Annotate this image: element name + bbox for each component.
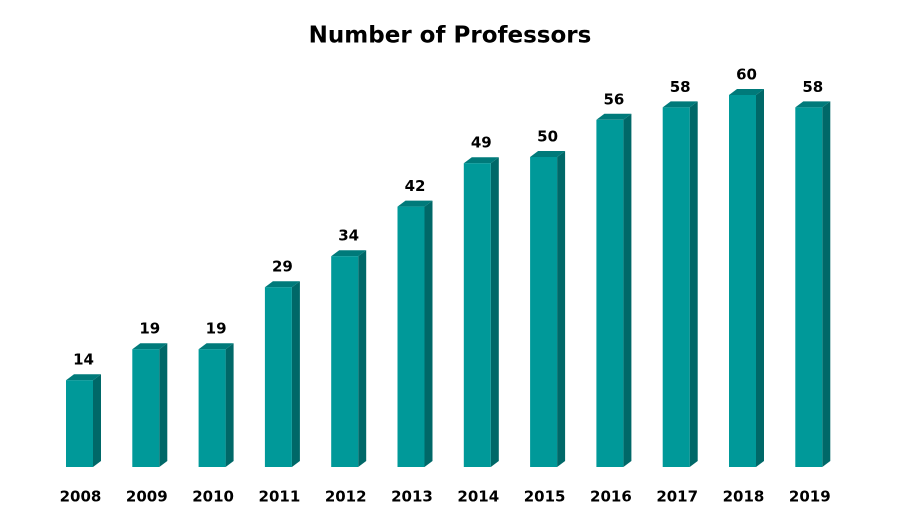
bar-side	[623, 113, 632, 468]
bar-top	[662, 101, 698, 108]
bar	[662, 107, 690, 468]
bar-side	[93, 374, 101, 467]
value-label: 49	[471, 134, 492, 152]
bar-top	[66, 374, 101, 381]
bar-side	[225, 343, 234, 467]
bar-top	[397, 200, 433, 207]
bar-top	[795, 101, 831, 108]
value-label: 50	[537, 128, 558, 146]
value-label: 19	[139, 320, 160, 338]
x-tick-label: 2011	[259, 488, 301, 506]
x-tick-label: 2016	[590, 488, 632, 506]
bar	[463, 163, 491, 467]
bar-side	[756, 89, 764, 467]
bar-group	[397, 200, 433, 467]
bar-side	[557, 151, 566, 467]
value-label: 58	[802, 78, 823, 96]
bar-group	[66, 374, 101, 467]
bar-top	[331, 250, 367, 257]
x-tick-label: 2014	[457, 488, 499, 506]
value-label: 34	[338, 227, 359, 245]
value-label: 60	[736, 66, 757, 84]
bar	[264, 287, 292, 467]
x-tick-label: 2009	[126, 488, 168, 506]
bar-top	[198, 343, 234, 350]
x-tick-label: 2015	[524, 488, 566, 506]
bar-group	[795, 101, 831, 468]
bar-top	[729, 89, 764, 95]
bar-side	[822, 101, 831, 468]
bar	[132, 349, 160, 467]
bar-top	[132, 343, 168, 350]
bar-group	[132, 343, 168, 467]
bar	[397, 206, 425, 467]
chart-title: Number of Professors	[309, 23, 592, 49]
bar-side	[291, 281, 300, 467]
bar	[530, 157, 558, 467]
x-tick-label: 2008	[60, 488, 102, 506]
bar-top	[463, 157, 499, 164]
bar	[596, 119, 624, 468]
value-label: 42	[405, 177, 426, 195]
bar-group	[198, 343, 234, 467]
bar-side	[424, 200, 433, 467]
value-label: 29	[272, 258, 293, 276]
bar	[795, 107, 823, 468]
x-tick-label: 2018	[723, 488, 765, 506]
bar-top	[596, 113, 632, 120]
bar	[198, 349, 226, 467]
bar-group	[331, 250, 367, 467]
bar	[729, 95, 756, 467]
bar-group	[729, 89, 764, 467]
x-tick-label: 2012	[325, 488, 367, 506]
bar	[66, 380, 93, 467]
bar-side	[159, 343, 168, 467]
x-tick-label: 2017	[656, 488, 698, 506]
x-tick-label: 2013	[391, 488, 433, 506]
bar-group	[264, 281, 300, 467]
x-tick-label: 2010	[192, 488, 234, 506]
bar-side	[490, 157, 499, 467]
value-label: 58	[670, 78, 691, 96]
bar-group	[596, 113, 632, 468]
bar-top	[530, 151, 566, 157]
bar-side	[689, 101, 698, 468]
bar-group	[662, 101, 698, 468]
bar-top	[264, 281, 300, 288]
bar	[331, 256, 359, 467]
value-label: 14	[73, 351, 94, 369]
value-label: 56	[603, 90, 624, 108]
bar-group	[530, 151, 566, 467]
value-label: 19	[206, 320, 227, 338]
bar-side	[358, 250, 367, 467]
bar-group	[463, 157, 499, 467]
x-tick-label: 2019	[789, 488, 831, 506]
